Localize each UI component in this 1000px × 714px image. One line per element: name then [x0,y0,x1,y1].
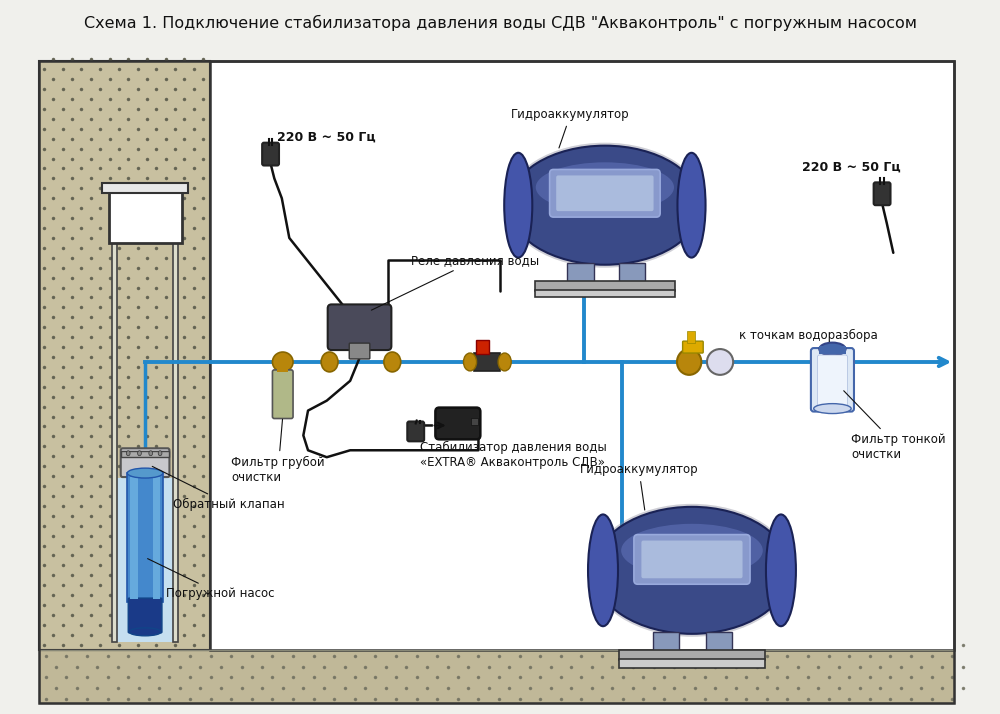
Bar [687,331,695,343]
Bar [109,188,182,243]
Bar [130,477,138,599]
Ellipse shape [149,451,153,456]
FancyBboxPatch shape [817,355,847,406]
Text: Схема 1. Подключение стабилизатора давления воды СДВ "Акваконтроль" с погружным : Схема 1. Подключение стабилизатора давле… [84,15,916,31]
Bar [653,632,679,652]
Text: 220 В ~ 50 Гц: 220 В ~ 50 Гц [277,131,376,144]
Bar [476,340,489,354]
Ellipse shape [621,524,763,577]
Text: к точкам водоразбора: к точкам водоразбора [739,329,878,342]
Bar [39,650,954,703]
Ellipse shape [504,153,532,258]
FancyBboxPatch shape [683,341,703,353]
Bar [706,632,732,652]
Bar [127,473,163,602]
Bar [173,243,178,642]
Bar [121,451,169,457]
Text: Гидроаккумулятор: Гидроаккумулятор [580,463,698,510]
Ellipse shape [126,451,130,456]
Ellipse shape [707,349,733,375]
Ellipse shape [138,451,141,456]
Ellipse shape [384,352,401,372]
Ellipse shape [591,504,793,637]
Bar [112,243,117,642]
Ellipse shape [506,143,704,268]
FancyBboxPatch shape [811,348,854,411]
Bar [39,650,954,703]
FancyBboxPatch shape [121,448,169,477]
Bar [210,61,954,650]
Ellipse shape [677,349,701,375]
FancyBboxPatch shape [128,598,162,633]
Bar [819,346,846,354]
Bar [535,290,675,298]
Bar [153,477,160,599]
Text: 220 В ~ 50 Гц: 220 В ~ 50 Гц [802,161,900,174]
Text: Гидроаккумулятор: Гидроаккумулятор [511,108,630,148]
Bar [619,650,765,660]
Text: Реле давления воды: Реле давления воды [371,253,539,310]
FancyBboxPatch shape [349,343,370,359]
Ellipse shape [463,353,477,371]
Text: Погружной насос: Погружной насос [148,558,274,600]
Bar [102,183,188,193]
Ellipse shape [509,146,701,265]
Ellipse shape [272,352,293,372]
FancyBboxPatch shape [874,182,890,205]
Ellipse shape [129,628,161,635]
Ellipse shape [321,352,338,372]
FancyBboxPatch shape [550,169,660,217]
Ellipse shape [677,153,706,258]
Ellipse shape [127,468,163,478]
FancyBboxPatch shape [328,304,391,350]
Ellipse shape [594,507,790,634]
FancyBboxPatch shape [262,143,279,166]
Ellipse shape [766,515,796,626]
Text: Фильтр грубой
очистки: Фильтр грубой очистки [231,419,325,484]
Bar [277,362,288,372]
Bar [474,353,500,371]
Bar [567,263,594,283]
Text: Обратный клапан: Обратный клапан [152,466,285,511]
Ellipse shape [814,403,851,413]
Bar [39,61,210,650]
FancyBboxPatch shape [641,540,743,578]
FancyBboxPatch shape [634,535,750,584]
Ellipse shape [498,353,511,371]
FancyBboxPatch shape [407,421,424,441]
Bar [535,281,675,291]
Bar [117,478,173,642]
Ellipse shape [588,515,618,626]
Ellipse shape [158,451,162,456]
Ellipse shape [819,343,846,356]
Bar [471,418,478,426]
FancyBboxPatch shape [556,176,654,211]
Text: Фильтр тонкой
очистки: Фильтр тонкой очистки [844,391,946,461]
Ellipse shape [536,162,674,212]
FancyBboxPatch shape [435,408,480,439]
Text: Стабилизатор давления воды
«EXTRA® Акваконтроль СДВ»: Стабилизатор давления воды «EXTRA® Аквак… [420,441,607,469]
Bar [619,658,765,668]
FancyBboxPatch shape [272,370,293,418]
Bar [619,263,645,283]
